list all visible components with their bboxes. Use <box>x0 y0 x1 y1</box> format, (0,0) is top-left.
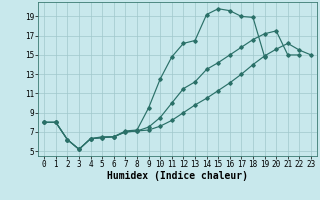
X-axis label: Humidex (Indice chaleur): Humidex (Indice chaleur) <box>107 171 248 181</box>
